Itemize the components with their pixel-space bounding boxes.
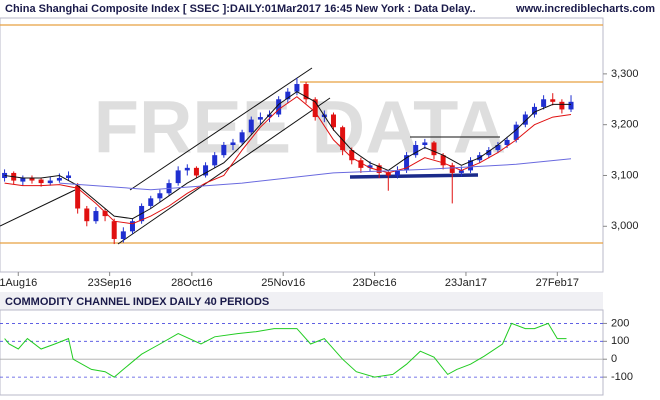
candle-body — [66, 175, 72, 179]
x-tick-label: 25Nov16 — [261, 277, 305, 289]
x-tick-label: 1Aug16 — [0, 277, 37, 289]
candle-body — [468, 160, 474, 171]
x-tick-label: 28Oct16 — [171, 277, 213, 289]
candle-body — [513, 124, 519, 140]
candle-body — [376, 165, 382, 173]
candle-body — [102, 211, 108, 217]
candle-body — [239, 132, 245, 143]
candle-body — [111, 221, 117, 239]
y-tick-label: 3,200 — [611, 119, 639, 131]
candle-body — [449, 165, 455, 173]
candle-body — [330, 114, 336, 128]
candle-body — [257, 117, 263, 120]
candle-body — [358, 160, 364, 168]
candle-body — [129, 221, 135, 232]
indicator-line — [4, 322, 567, 378]
chart-title: China Shanghai Composite Index [ SSEC ]:… — [5, 3, 476, 15]
candle-body — [184, 167, 190, 171]
candle-body — [431, 142, 437, 156]
x-tick-label: 23Sep16 — [88, 277, 132, 289]
candle-body — [312, 99, 318, 118]
y-tick-label: 3,300 — [611, 68, 639, 80]
candle-body — [404, 155, 410, 171]
candle-body — [495, 145, 501, 151]
candle-body — [550, 99, 556, 102]
candle-body — [203, 165, 209, 176]
candle-body — [531, 106, 537, 115]
x-tick-label: 23Jan17 — [445, 277, 487, 289]
candle-body — [422, 142, 428, 145]
support-line — [349, 173, 479, 179]
candle-body — [47, 180, 53, 184]
candle-body — [148, 198, 154, 206]
y-tick-label: 100 — [611, 335, 629, 347]
x-tick-label: 23Dec16 — [353, 277, 397, 289]
candle-body — [93, 211, 99, 222]
moving-average — [4, 91, 571, 220]
candle-body — [285, 91, 291, 100]
candle-body — [29, 178, 35, 181]
x-tick-label: 27Feb17 — [536, 277, 579, 289]
candle-body — [559, 101, 565, 110]
candle-body — [541, 99, 547, 107]
trend-line — [117, 97, 331, 245]
source: www.incrediblecharts.com — [515, 3, 655, 15]
candle-body — [212, 155, 218, 166]
candle-body — [56, 178, 62, 181]
candle-body — [385, 172, 391, 176]
candle-body — [440, 155, 446, 166]
trend-line — [0, 189, 76, 227]
candle-body — [84, 208, 90, 222]
candle-body — [120, 231, 126, 239]
candle-body — [413, 145, 419, 156]
candle-body — [75, 185, 81, 209]
y-tick-label: 3,100 — [611, 169, 639, 181]
candle-body — [568, 101, 574, 110]
moving-average — [4, 96, 572, 225]
y-tick-label: 3,000 — [611, 220, 639, 232]
candle-body — [486, 150, 492, 156]
indicator-header — [0, 292, 603, 310]
indicator-panel — [0, 309, 604, 396]
moving-average — [59, 158, 572, 191]
candle-body — [276, 99, 282, 115]
candle-body — [303, 84, 309, 100]
indicator-title: COMMODITY CHANNEL INDEX DAILY 40 PERIODS — [5, 296, 269, 308]
candle-body — [230, 142, 236, 145]
candle-body — [294, 84, 300, 92]
candle-body — [248, 119, 254, 133]
price-panel — [0, 17, 604, 273]
candle-body — [367, 165, 373, 168]
candle-body — [504, 139, 510, 145]
candle-body — [267, 114, 273, 118]
candle-body — [193, 167, 199, 176]
candle-body — [157, 193, 163, 199]
candle-body — [340, 127, 346, 151]
candle-body — [522, 114, 528, 125]
candle-body — [2, 172, 8, 179]
y-tick-label: 0 — [611, 353, 617, 365]
candle-body — [349, 150, 355, 161]
candle-body — [221, 145, 227, 156]
candle-body — [175, 170, 181, 184]
candle-body — [394, 170, 400, 176]
trend-line — [129, 67, 313, 191]
candle-body — [20, 178, 26, 182]
y-tick-label: -100 — [611, 371, 633, 383]
candle-body — [458, 170, 464, 173]
y-tick-label: 200 — [611, 317, 629, 329]
candle-body — [38, 179, 44, 184]
